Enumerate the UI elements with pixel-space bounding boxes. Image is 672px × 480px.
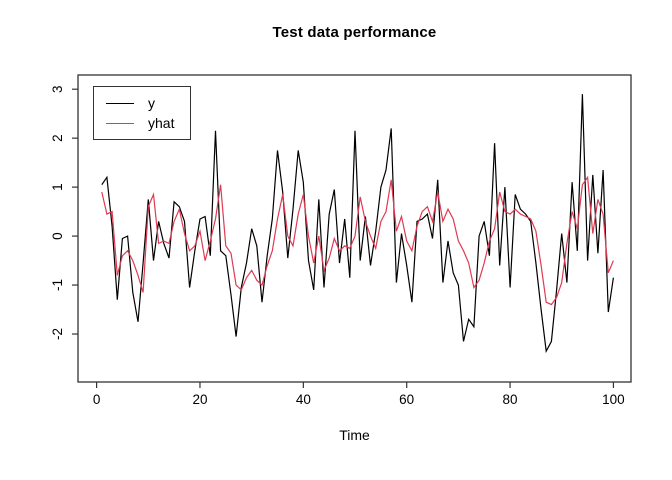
plot-border: [77, 74, 632, 383]
x-tick-label: 40: [296, 392, 311, 407]
legend-line-y-swatch: [106, 102, 134, 104]
x-tick-label: 80: [503, 392, 518, 407]
y-tick-label: -1: [50, 279, 65, 291]
legend-label-yhat: yhat: [148, 115, 175, 131]
y-tick-label: 0: [50, 232, 65, 240]
series-line-yhat: [101, 175, 614, 306]
legend: y yhat: [93, 86, 191, 140]
legend-label-y: y: [148, 95, 155, 111]
y-tick-label: 2: [50, 134, 65, 142]
y-tick-label: -2: [50, 328, 65, 340]
y-tick-label: 1: [50, 183, 65, 191]
x-tick-label: 20: [192, 392, 207, 407]
x-tick-label: 0: [93, 392, 101, 407]
chart-title: Test data performance: [272, 24, 437, 41]
x-axis-title: Time: [339, 427, 370, 443]
legend-item-yhat: yhat: [94, 115, 190, 131]
y-tick-label: 3: [50, 85, 65, 93]
x-tick-label: 100: [602, 392, 625, 407]
legend-item-y: y: [94, 95, 190, 111]
legend-line-yhat-swatch: [106, 122, 134, 124]
x-tick-label: 60: [399, 392, 414, 407]
